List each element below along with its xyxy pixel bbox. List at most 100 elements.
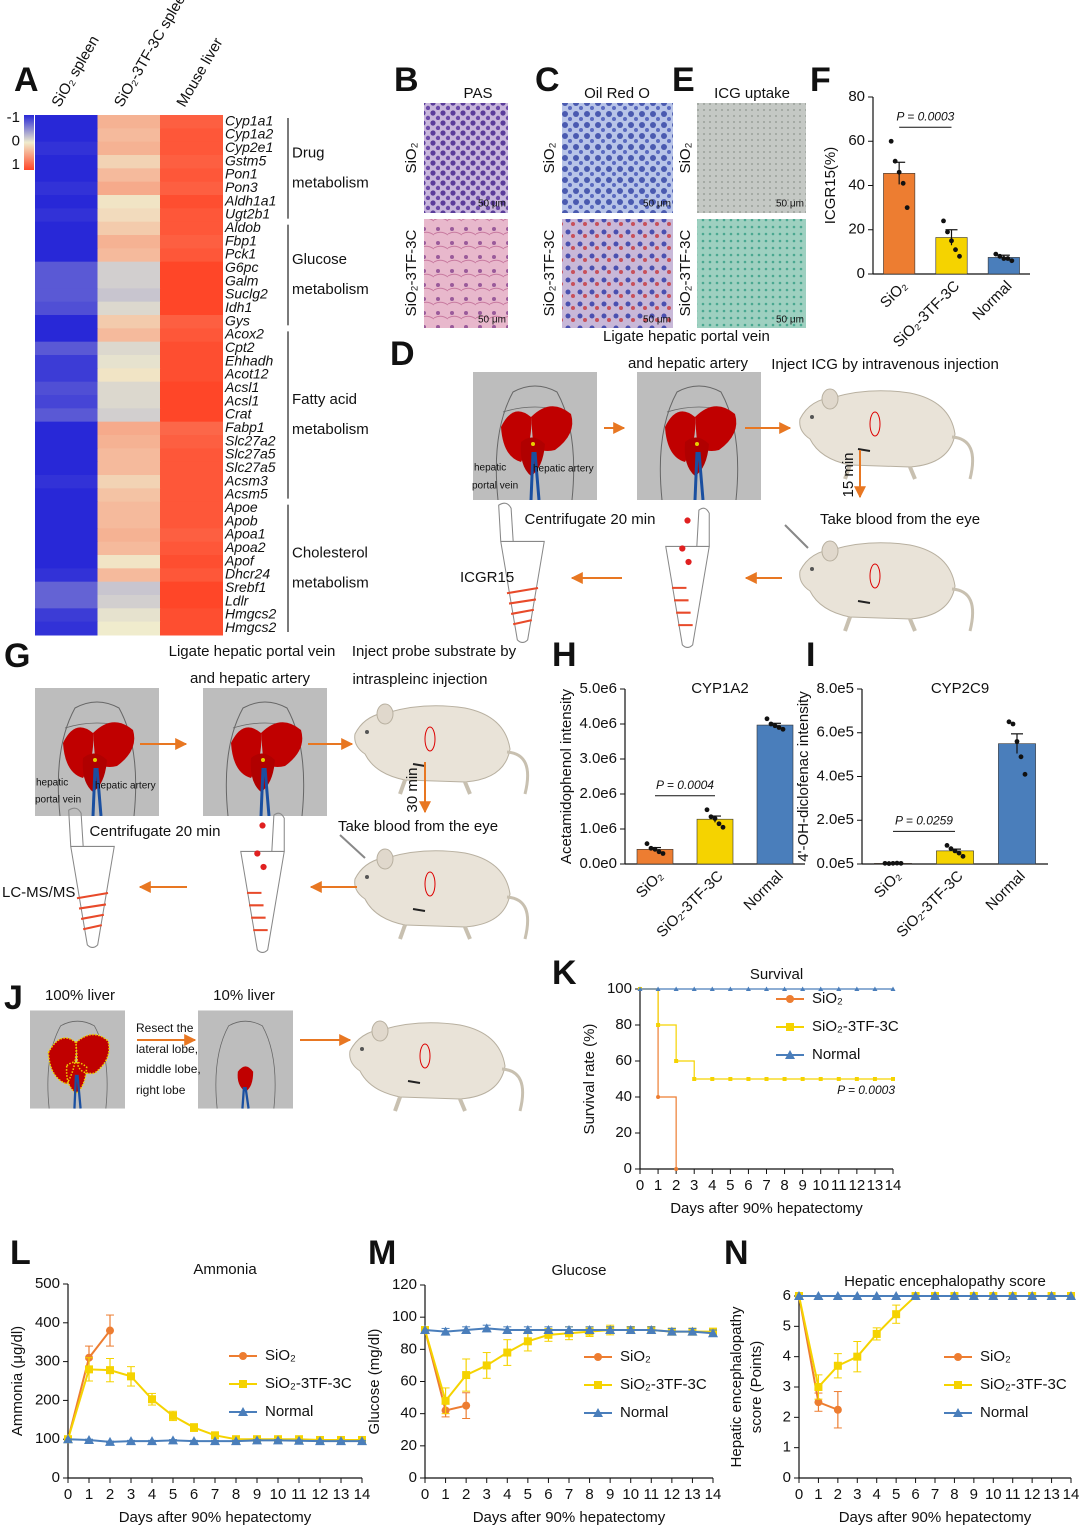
heat-cell	[160, 595, 223, 609]
column-label: Mouse liver	[173, 35, 226, 110]
heat-cell	[160, 421, 223, 436]
heat-cell	[35, 315, 98, 329]
marker	[544, 1330, 553, 1339]
x-tick-label: 6	[544, 1486, 552, 1503]
marker	[357, 1436, 367, 1446]
mouse	[350, 1021, 523, 1111]
heat-cell	[35, 208, 98, 223]
heat-cell	[35, 301, 98, 316]
micrograph	[562, 219, 673, 328]
y-tick-label: 4.0e5	[816, 767, 854, 784]
heat-cell	[97, 341, 161, 356]
x-tick-label: 2	[462, 1486, 470, 1503]
y-tick-label: 0	[624, 1160, 632, 1177]
heat-cell	[97, 128, 161, 143]
y-tick-label: 500	[35, 1275, 60, 1292]
heat-cell	[160, 368, 223, 383]
marker	[727, 986, 733, 991]
gene-label: Srebf1	[225, 579, 266, 595]
gene-label: Ugt2b1	[225, 206, 270, 222]
wait-label: 15 min	[840, 452, 857, 497]
heat-cell	[160, 608, 223, 623]
marker	[786, 1023, 794, 1031]
marker	[605, 1325, 616, 1335]
marker	[954, 1381, 962, 1389]
panel-label: D	[390, 335, 415, 373]
step-text: right lobe	[136, 1083, 186, 1097]
gene-label: Apof	[224, 552, 256, 568]
heat-cell	[97, 261, 161, 276]
y-tick-label: 60	[848, 132, 865, 149]
liver-image	[203, 688, 327, 816]
data-point	[1022, 771, 1028, 777]
marker	[910, 1291, 921, 1300]
x-tick-label: 3	[690, 1177, 698, 1194]
marker	[655, 986, 661, 991]
marker	[148, 1395, 156, 1404]
y-tick-label: 20	[615, 1124, 632, 1141]
step-text: lateral lobe,	[136, 1042, 198, 1056]
marker	[294, 1435, 304, 1445]
y-axis-label: Acetamidophenol intensity	[558, 688, 575, 864]
colorbar-label: 1	[12, 156, 20, 173]
gene-label: Cpt2	[225, 339, 255, 355]
chart-title: Glucose	[551, 1262, 606, 1279]
heat-cell	[97, 221, 161, 236]
x-tick-label: Normal	[982, 868, 1028, 914]
marker	[594, 1381, 602, 1389]
gene-label: Dhcr24	[225, 566, 270, 582]
heat-cell	[35, 115, 98, 129]
y-tick-label: 60	[615, 1052, 632, 1069]
row-label: SiO₂-3TF-3C	[677, 230, 694, 317]
x-tick-label: 0	[636, 1177, 644, 1194]
y-tick-label: 6.0e5	[816, 724, 854, 741]
heat-cell	[160, 195, 223, 209]
y-axis-label: score (Points)	[748, 1341, 765, 1434]
heat-cell	[97, 195, 161, 209]
marker	[462, 1401, 471, 1410]
heat-cell	[97, 608, 161, 623]
marker	[106, 1366, 114, 1375]
marker	[836, 986, 842, 991]
gene-label: G6pc	[225, 259, 258, 275]
marker	[814, 1398, 823, 1407]
panel-label: A	[14, 61, 39, 99]
group-label: Cholesterol	[292, 544, 368, 561]
y-tick-label: 100	[607, 980, 632, 997]
micrograph	[697, 103, 806, 213]
y-axis-label: Ammonia (μg/dl)	[9, 1326, 26, 1436]
colorbar	[24, 115, 34, 170]
data-point	[948, 846, 954, 852]
marker	[833, 1361, 842, 1370]
wait-label: 30 min	[404, 767, 421, 812]
heat-cell	[35, 475, 98, 489]
row-label: SiO₂	[541, 142, 558, 173]
marker	[522, 1325, 533, 1335]
marker	[420, 1325, 430, 1335]
y-tick-label: 4.0e6	[579, 715, 617, 732]
marker	[930, 1291, 940, 1300]
heat-cell	[160, 621, 223, 636]
x-tick-label: 9	[606, 1486, 614, 1503]
heat-cell	[160, 475, 223, 489]
marker	[800, 986, 806, 991]
heat-cell	[35, 168, 98, 183]
x-tick-label: 3	[127, 1486, 135, 1503]
x-tick-label: 2	[106, 1486, 114, 1503]
micrograph	[697, 219, 806, 328]
result-label: LC-MS/MS	[2, 884, 75, 901]
x-tick-label: 8	[950, 1486, 958, 1503]
gene-label: Aldh1a1	[224, 192, 276, 208]
group-label: Glucose	[292, 251, 347, 268]
data-point	[904, 205, 910, 211]
data-point	[956, 850, 962, 856]
group-label: metabolism	[292, 574, 369, 591]
scale-bar: 50 μm	[776, 199, 804, 210]
step-text: Take blood from the eye	[820, 511, 980, 528]
y-axis-label: 4'-OH-diclofenac intensity	[795, 691, 812, 862]
gene-label: Hmgcs2	[225, 606, 277, 622]
result-label: ICGR15	[460, 569, 514, 586]
x-tick-label: 10	[812, 1177, 829, 1194]
marker	[461, 1325, 472, 1335]
marker	[872, 1329, 881, 1338]
